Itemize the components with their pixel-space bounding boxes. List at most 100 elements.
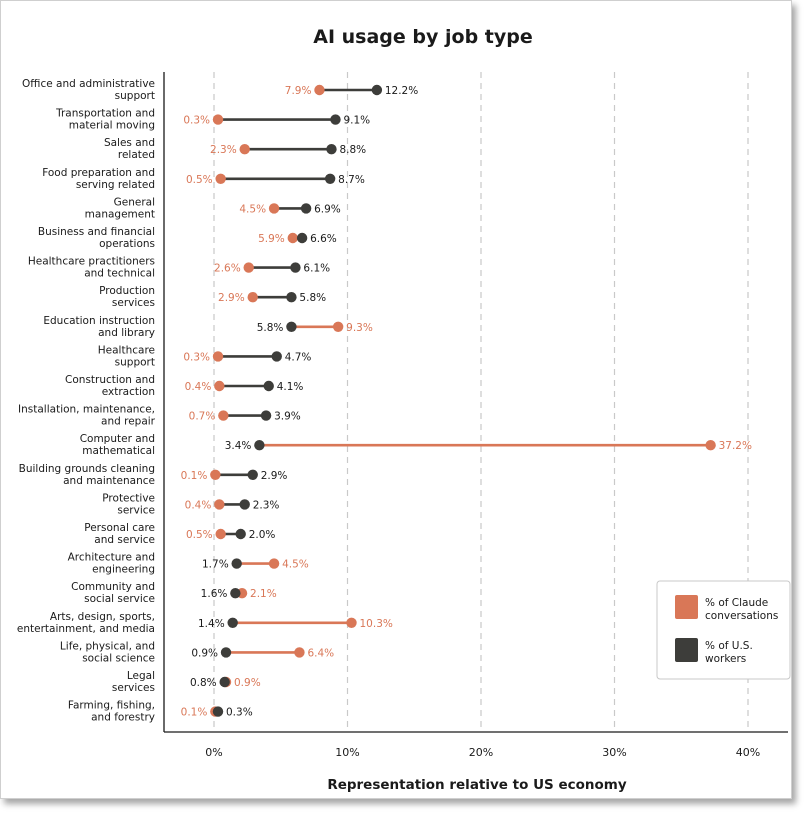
workers-point bbox=[371, 84, 383, 96]
category-label-line: Healthcare practitioners bbox=[28, 256, 155, 268]
category-label-line: and maintenance bbox=[63, 475, 155, 487]
category-label: Food preparation and serving related bbox=[42, 167, 155, 191]
legend-label-line: workers bbox=[705, 653, 746, 665]
category-label-line: Building grounds cleaning bbox=[19, 463, 155, 475]
category-label-line: service bbox=[117, 504, 155, 516]
x-tick-label: 40% bbox=[736, 746, 760, 759]
workers-value-label: 12.2% bbox=[385, 85, 418, 97]
category-label: Personal care and service bbox=[84, 522, 155, 546]
category-label-line: services bbox=[112, 297, 155, 309]
legend-swatch-claude bbox=[675, 595, 698, 619]
claude-value-label: 0.1% bbox=[181, 707, 208, 719]
category-label-line: Transportation and bbox=[55, 108, 155, 120]
workers-value-label: 5.8% bbox=[299, 292, 326, 304]
claude-value-label: 0.9% bbox=[234, 677, 261, 689]
workers-value-label: 6.9% bbox=[314, 203, 341, 215]
workers-point bbox=[290, 262, 301, 273]
claude-point bbox=[215, 173, 226, 184]
workers-value-label: 1.7% bbox=[202, 559, 229, 571]
category-label-line: Protective bbox=[102, 492, 155, 504]
category-label: Architecture and engineering bbox=[68, 552, 155, 576]
workers-value-label: 5.8% bbox=[257, 322, 284, 334]
category-label-line: entertainment, and media bbox=[17, 623, 155, 635]
claude-value-label: 2.6% bbox=[214, 263, 241, 275]
claude-value-label: 6.4% bbox=[307, 647, 334, 659]
category-label-line: services bbox=[112, 682, 155, 694]
workers-point bbox=[271, 351, 282, 362]
category-label: Sales and related bbox=[104, 137, 155, 161]
claude-point bbox=[287, 232, 298, 244]
claude-value-label: 0.5% bbox=[186, 529, 213, 541]
category-label: Life, physical, and social science bbox=[60, 640, 155, 664]
category-label: Production services bbox=[99, 285, 155, 309]
workers-point bbox=[324, 173, 336, 184]
claude-value-label: 10.3% bbox=[360, 618, 393, 630]
workers-value-label: 2.0% bbox=[249, 529, 276, 541]
legend: % of Claude conversations % of U.S. worker… bbox=[656, 580, 791, 680]
marks-layer: 7.9% 12.2% 0.3% 9.1% 2.3% 8.8% 0.5% 8.7% 4.5% 6.9… bbox=[181, 84, 752, 719]
workers-point bbox=[239, 499, 250, 510]
category-label: Office and administrative support bbox=[22, 78, 155, 102]
workers-point bbox=[247, 469, 258, 480]
workers-point bbox=[220, 647, 232, 658]
workers-value-label: 4.7% bbox=[285, 351, 312, 363]
workers-point bbox=[286, 292, 297, 303]
category-label-line: General bbox=[114, 196, 155, 208]
legend-label-claude: % of Claude conversations bbox=[705, 597, 778, 622]
category-label-line: Office and administrative bbox=[22, 78, 155, 90]
workers-value-label: 0.9% bbox=[191, 647, 218, 659]
workers-value-label: 8.8% bbox=[339, 144, 366, 156]
category-label-line: Business and financial bbox=[38, 226, 155, 238]
category-label: Building grounds cleaning and maintenance bbox=[19, 463, 155, 487]
workers-value-label: 3.4% bbox=[225, 440, 252, 452]
category-label-line: engineering bbox=[92, 564, 155, 576]
workers-point bbox=[227, 617, 238, 628]
category-label-line: Sales and bbox=[104, 137, 155, 149]
chart-title: AI usage by job type bbox=[313, 26, 532, 48]
chart-svg: AI usage by job type 0% 10% 20% 30% 40% Offic… bbox=[17, 26, 791, 793]
workers-point bbox=[231, 558, 242, 569]
x-axis-label: Representation relative to US economy bbox=[327, 777, 627, 793]
category-label: Farming, fishing, and forestry bbox=[68, 700, 155, 724]
chart-frame: AI usage by job type 0% 10% 20% 30% 40% Offic… bbox=[0, 0, 792, 799]
category-label-line: social service bbox=[84, 593, 155, 605]
category-label-line: serving related bbox=[76, 179, 155, 191]
category-label-line: Computer and bbox=[80, 433, 155, 445]
category-label-line: and technical bbox=[84, 268, 155, 280]
category-label-line: material moving bbox=[69, 120, 155, 132]
category-label-line: Production bbox=[99, 285, 155, 297]
category-label-line: social science bbox=[82, 652, 155, 664]
claude-value-label: 0.3% bbox=[183, 351, 210, 363]
workers-point bbox=[212, 706, 224, 717]
workers-point bbox=[300, 203, 312, 214]
x-tick-label: 20% bbox=[469, 746, 493, 759]
claude-value-label: 0.1% bbox=[181, 470, 208, 482]
claude-point bbox=[239, 144, 250, 155]
category-label: Healthcare practitioners and technical bbox=[28, 256, 155, 280]
workers-point bbox=[219, 676, 230, 688]
category-label: Arts, design, sports, entertainment, and … bbox=[17, 611, 155, 635]
workers-value-label: 4.1% bbox=[277, 381, 304, 393]
claude-point bbox=[214, 380, 225, 392]
workers-value-label: 2.9% bbox=[261, 470, 288, 482]
claude-point bbox=[314, 84, 325, 96]
category-label-line: Education instruction bbox=[43, 315, 155, 327]
category-label-line: related bbox=[118, 149, 155, 161]
category-label-line: and service bbox=[94, 534, 155, 546]
workers-value-label: 1.4% bbox=[198, 618, 225, 630]
workers-value-label: 0.8% bbox=[190, 677, 217, 689]
claude-value-label: 2.9% bbox=[218, 292, 245, 304]
claude-value-label: 0.3% bbox=[183, 115, 210, 127]
workers-value-label: 0.3% bbox=[226, 707, 253, 719]
category-label: Installation, maintenance, and repair bbox=[18, 404, 156, 428]
category-label-line: Installation, maintenance, bbox=[18, 404, 155, 416]
category-label-line: Life, physical, and bbox=[60, 640, 155, 652]
axis-layer: 0% 10% 20% 30% 40%Office and administrative s… bbox=[17, 72, 788, 759]
category-label-line: management bbox=[85, 208, 155, 220]
category-label-line: Personal care bbox=[84, 522, 155, 534]
claude-value-label: 0.4% bbox=[185, 381, 212, 393]
workers-point bbox=[260, 410, 272, 421]
x-tick-label: 0% bbox=[205, 746, 222, 759]
claude-value-label: 0.5% bbox=[186, 174, 213, 186]
claude-value-label: 37.2% bbox=[719, 440, 752, 452]
